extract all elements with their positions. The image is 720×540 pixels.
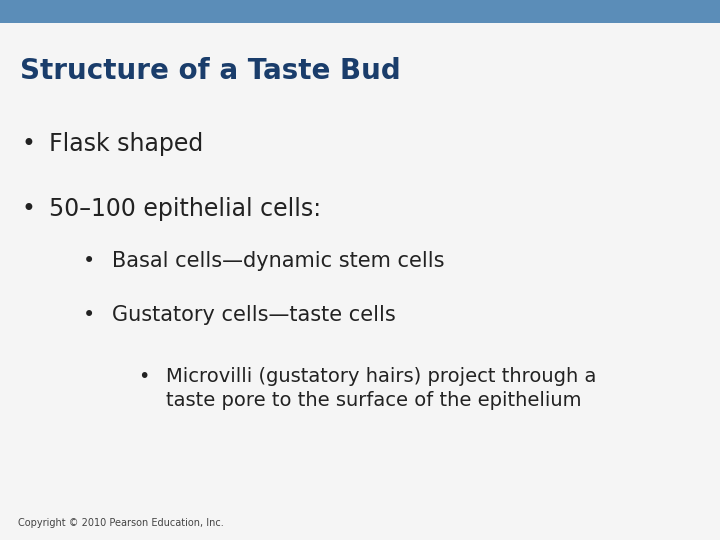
- Text: Structure of a Taste Bud: Structure of a Taste Bud: [20, 57, 401, 85]
- Text: 50–100 epithelial cells:: 50–100 epithelial cells:: [49, 197, 321, 221]
- Text: •: •: [22, 197, 35, 221]
- Text: •: •: [138, 367, 150, 386]
- Text: •: •: [83, 251, 95, 271]
- Text: Basal cells—dynamic stem cells: Basal cells—dynamic stem cells: [112, 251, 444, 271]
- Text: Flask shaped: Flask shaped: [49, 132, 203, 156]
- Text: Copyright © 2010 Pearson Education, Inc.: Copyright © 2010 Pearson Education, Inc.: [18, 518, 224, 528]
- Text: Microvilli (gustatory hairs) project through a
taste pore to the surface of the : Microvilli (gustatory hairs) project thr…: [166, 367, 596, 410]
- Text: •: •: [22, 132, 35, 156]
- Bar: [0, 0, 720, 23]
- Text: Gustatory cells—taste cells: Gustatory cells—taste cells: [112, 305, 395, 325]
- Text: •: •: [83, 305, 95, 325]
